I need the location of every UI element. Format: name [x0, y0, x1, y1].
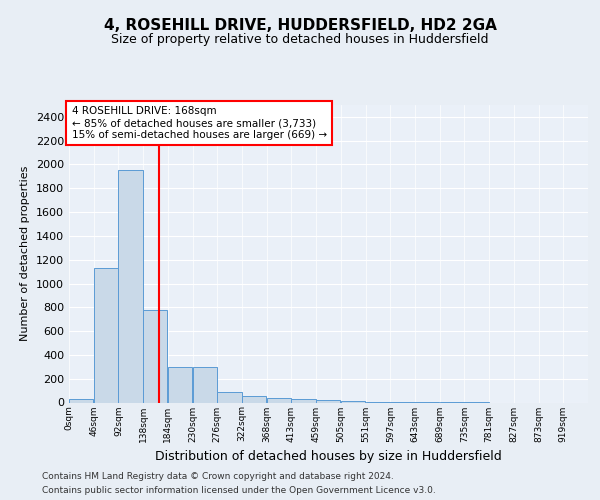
Bar [193, 367, 217, 402]
Bar [118, 170, 143, 402]
Bar [69, 399, 93, 402]
Bar [341, 400, 365, 402]
Bar [168, 367, 192, 402]
Text: Contains HM Land Registry data © Crown copyright and database right 2024.: Contains HM Land Registry data © Crown c… [42, 472, 394, 481]
Bar [242, 396, 266, 402]
X-axis label: Distribution of detached houses by size in Huddersfield: Distribution of detached houses by size … [155, 450, 502, 463]
Bar [94, 268, 118, 402]
Text: 4, ROSEHILL DRIVE, HUDDERSFIELD, HD2 2GA: 4, ROSEHILL DRIVE, HUDDERSFIELD, HD2 2GA [104, 18, 496, 32]
Y-axis label: Number of detached properties: Number of detached properties [20, 166, 31, 342]
Text: Contains public sector information licensed under the Open Government Licence v3: Contains public sector information licen… [42, 486, 436, 495]
Bar [316, 400, 340, 402]
Bar [143, 310, 167, 402]
Text: Size of property relative to detached houses in Huddersfield: Size of property relative to detached ho… [111, 32, 489, 46]
Bar [217, 392, 242, 402]
Bar [292, 400, 316, 402]
Bar [267, 398, 291, 402]
Text: 4 ROSEHILL DRIVE: 168sqm
← 85% of detached houses are smaller (3,733)
15% of sem: 4 ROSEHILL DRIVE: 168sqm ← 85% of detach… [71, 106, 327, 140]
